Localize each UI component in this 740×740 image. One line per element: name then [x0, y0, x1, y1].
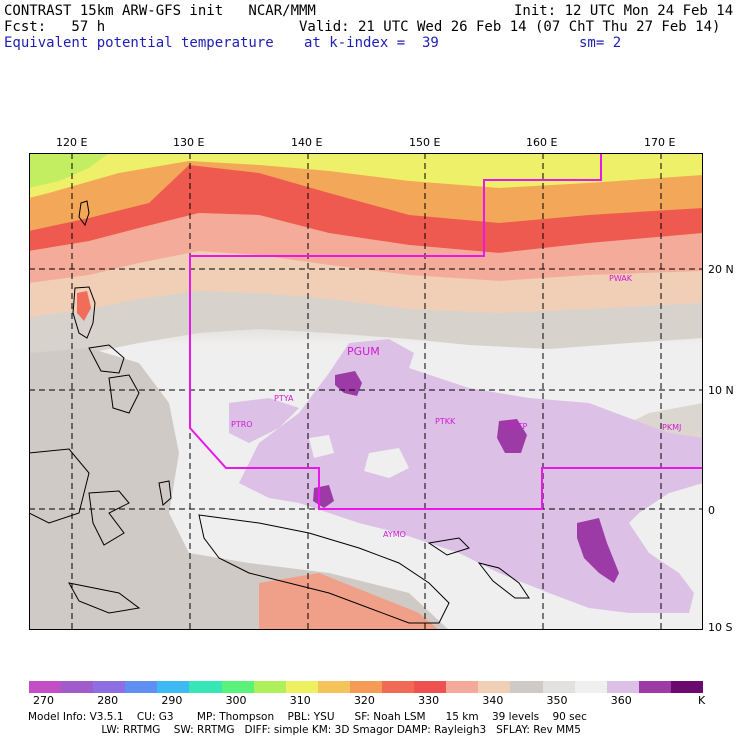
- lon-label-160e: 160 E: [526, 136, 558, 149]
- colorbar-swatch: [157, 681, 190, 693]
- theta-e-map: [29, 153, 703, 630]
- model-info-line-2: LW: RRTMG SW: RRTMG DIFF: simple KM: 3D …: [28, 724, 581, 736]
- field-name: Equivalent potential temperature: [4, 35, 274, 51]
- peach-band: [29, 251, 703, 317]
- colorbar-swatch: [510, 681, 544, 693]
- forecast-hour: Fcst: 57 h: [4, 19, 106, 35]
- colorbar-label: 290: [161, 694, 183, 707]
- colorbar-swatch: [478, 681, 511, 693]
- station-ptro: PTRO: [231, 420, 253, 429]
- colorbar-swatch: [542, 681, 576, 693]
- station-aymo: AYMO: [383, 530, 406, 539]
- lat-label-20n: 20 N: [708, 263, 734, 276]
- new-britain-coast: [427, 537, 470, 556]
- lon-label-140e: 140 E: [291, 136, 323, 149]
- colorbar-label: 340: [482, 694, 504, 707]
- colorbar-swatch: [285, 681, 319, 693]
- colorbar-swatch: [29, 681, 62, 693]
- colorbar: [29, 681, 704, 693]
- solomons-coast: [477, 562, 530, 599]
- colorbar-swatch: [221, 681, 255, 693]
- colorbar-swatch: [574, 681, 608, 693]
- new-guinea-coast: [198, 514, 450, 624]
- colorbar-swatch: [189, 681, 223, 693]
- colorbar-swatch: [61, 681, 94, 693]
- colorbar-swatch: [414, 681, 447, 693]
- model-info-line-1: Model Info: V3.5.1 CU: G3 MP: Thompson P…: [28, 711, 587, 723]
- colorbar-swatch: [253, 681, 287, 693]
- colorbar-swatch: [93, 681, 126, 693]
- lon-label-120e: 120 E: [56, 136, 88, 149]
- station-pwak: PWAK: [609, 274, 633, 283]
- colorbar-swatch: [349, 681, 383, 693]
- borneo-coast: [29, 448, 90, 524]
- colorbar-label: 360: [610, 694, 632, 707]
- station-pkmj: PKMJ: [662, 423, 682, 432]
- colorbar-label: 330: [418, 694, 440, 707]
- lat-label-10s: 10 S: [708, 621, 733, 634]
- colorbar-swatch: [638, 681, 672, 693]
- colorbar-swatch: [670, 681, 704, 693]
- luzon-warm: [77, 291, 91, 321]
- halmahera-coast: [158, 480, 172, 506]
- tan-band: [29, 291, 703, 361]
- colorbar-swatch: [125, 681, 158, 693]
- colorbar-label: 300: [225, 694, 247, 707]
- station-pttp: PTTP: [508, 422, 528, 431]
- timor-coast: [68, 582, 141, 614]
- yellow-band: [29, 153, 703, 198]
- lat-label-10n: 10 N: [708, 384, 734, 397]
- colorbar-labels: 270 280 290 300 310 320 330 340 350 360: [29, 694, 709, 708]
- colorbar-label: 270: [33, 694, 54, 707]
- lon-label-130e: 130 E: [173, 136, 205, 149]
- colorbar-swatch: [382, 681, 415, 693]
- region-boundary: [189, 153, 703, 510]
- purple-max-chuuk: [497, 419, 527, 453]
- grid-lines: [29, 153, 703, 630]
- station-ptkk: PTKK: [435, 417, 456, 426]
- colorbar-unit: K: [698, 694, 706, 707]
- coastlines: [29, 200, 530, 624]
- valid-time: Valid: 21 UTC Wed 26 Feb 14 (07 ChT Thu …: [299, 19, 721, 35]
- visayas-coast: [88, 344, 125, 374]
- init-time: Init: 12 UTC Mon 24 Feb 14: [514, 3, 734, 19]
- lat-label-eq: 0: [708, 504, 715, 517]
- taiwan-coast: [78, 200, 90, 227]
- light-patch-1: [364, 448, 409, 478]
- map-frame: [29, 153, 703, 630]
- station-ptya: PTYA: [274, 394, 294, 403]
- colorbar-swatch: [606, 681, 640, 693]
- station-pgum: PGUM: [347, 345, 380, 358]
- smoothing-value: sm= 2: [579, 35, 622, 51]
- light-green-patch: [29, 153, 109, 188]
- lon-label-150e: 150 E: [409, 136, 441, 149]
- luzon-coast: [72, 286, 96, 339]
- colorbar-swatch: [317, 681, 351, 693]
- lon-label-170e: 170 E: [644, 136, 676, 149]
- light-patch-2: [309, 435, 334, 458]
- purple-max-south: [577, 518, 619, 583]
- level-index: at k-index = 39: [304, 35, 439, 51]
- colorbar-label: 310: [289, 694, 311, 707]
- colorbar-swatch: [446, 681, 479, 693]
- mindanao-coast: [108, 374, 140, 414]
- lavender-northwest: [229, 398, 299, 443]
- colorbar-label: 350: [546, 694, 568, 707]
- model-title: CONTRAST 15km ARW-GFS init NCAR/MMM: [4, 3, 316, 19]
- sulawesi-coast: [88, 490, 130, 546]
- colorbar-label: 280: [97, 694, 119, 707]
- red-band: [29, 165, 703, 253]
- salmon-band: [29, 213, 703, 283]
- colorbar-label: 320: [353, 694, 375, 707]
- gray-west-region: [29, 348, 449, 630]
